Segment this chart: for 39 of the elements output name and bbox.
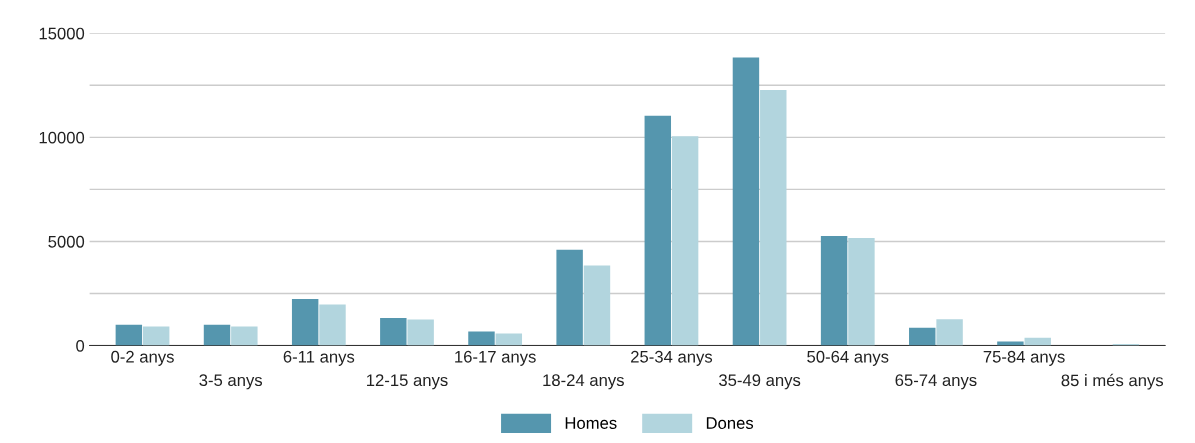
bar <box>407 319 434 346</box>
y-tick-label: 5000 <box>48 235 85 248</box>
bar <box>319 304 346 346</box>
y-tick-label: 15000 <box>39 27 85 40</box>
x-tick-label: 16-17 anys <box>455 350 536 366</box>
x-tick-label: 18-24 anys <box>543 374 624 390</box>
bar <box>820 236 848 346</box>
x-tick-label: 0-2 anys <box>111 350 174 366</box>
bar <box>556 249 583 346</box>
bar <box>671 136 699 346</box>
x-tick-label: 85 i més anys <box>1061 373 1164 390</box>
bar <box>583 265 611 346</box>
bar <box>760 90 787 346</box>
y-tick-label: 0 <box>76 339 85 352</box>
x-tick-label: 25-34 anys <box>631 350 713 366</box>
x-tick-label: 6-11 anys <box>283 350 355 366</box>
x-tick-label: 3-5 anys <box>199 374 263 390</box>
y-tick-label: 10000 <box>39 131 85 144</box>
x-tick-label: 35-49 anys <box>719 374 801 390</box>
legend-label: Homes <box>565 417 617 429</box>
bar <box>909 327 936 346</box>
x-tick-label: 50-64 anys <box>807 350 889 366</box>
bar <box>495 333 523 346</box>
bar <box>142 326 170 346</box>
bar <box>291 299 319 346</box>
bar <box>115 324 143 346</box>
x-tick-label: 65-74 anys <box>895 374 977 390</box>
bar <box>848 237 875 346</box>
x-tick-label: 12-15 anys <box>367 374 448 390</box>
bar <box>231 326 258 346</box>
bar <box>468 331 495 346</box>
legend-label: Dones <box>706 417 754 429</box>
bar <box>644 115 672 346</box>
bar <box>380 318 407 346</box>
bar <box>732 57 760 346</box>
bar <box>936 319 963 346</box>
bar <box>203 324 231 346</box>
bar <box>997 341 1024 346</box>
x-tick-label: 75-84 anys <box>983 350 1065 366</box>
